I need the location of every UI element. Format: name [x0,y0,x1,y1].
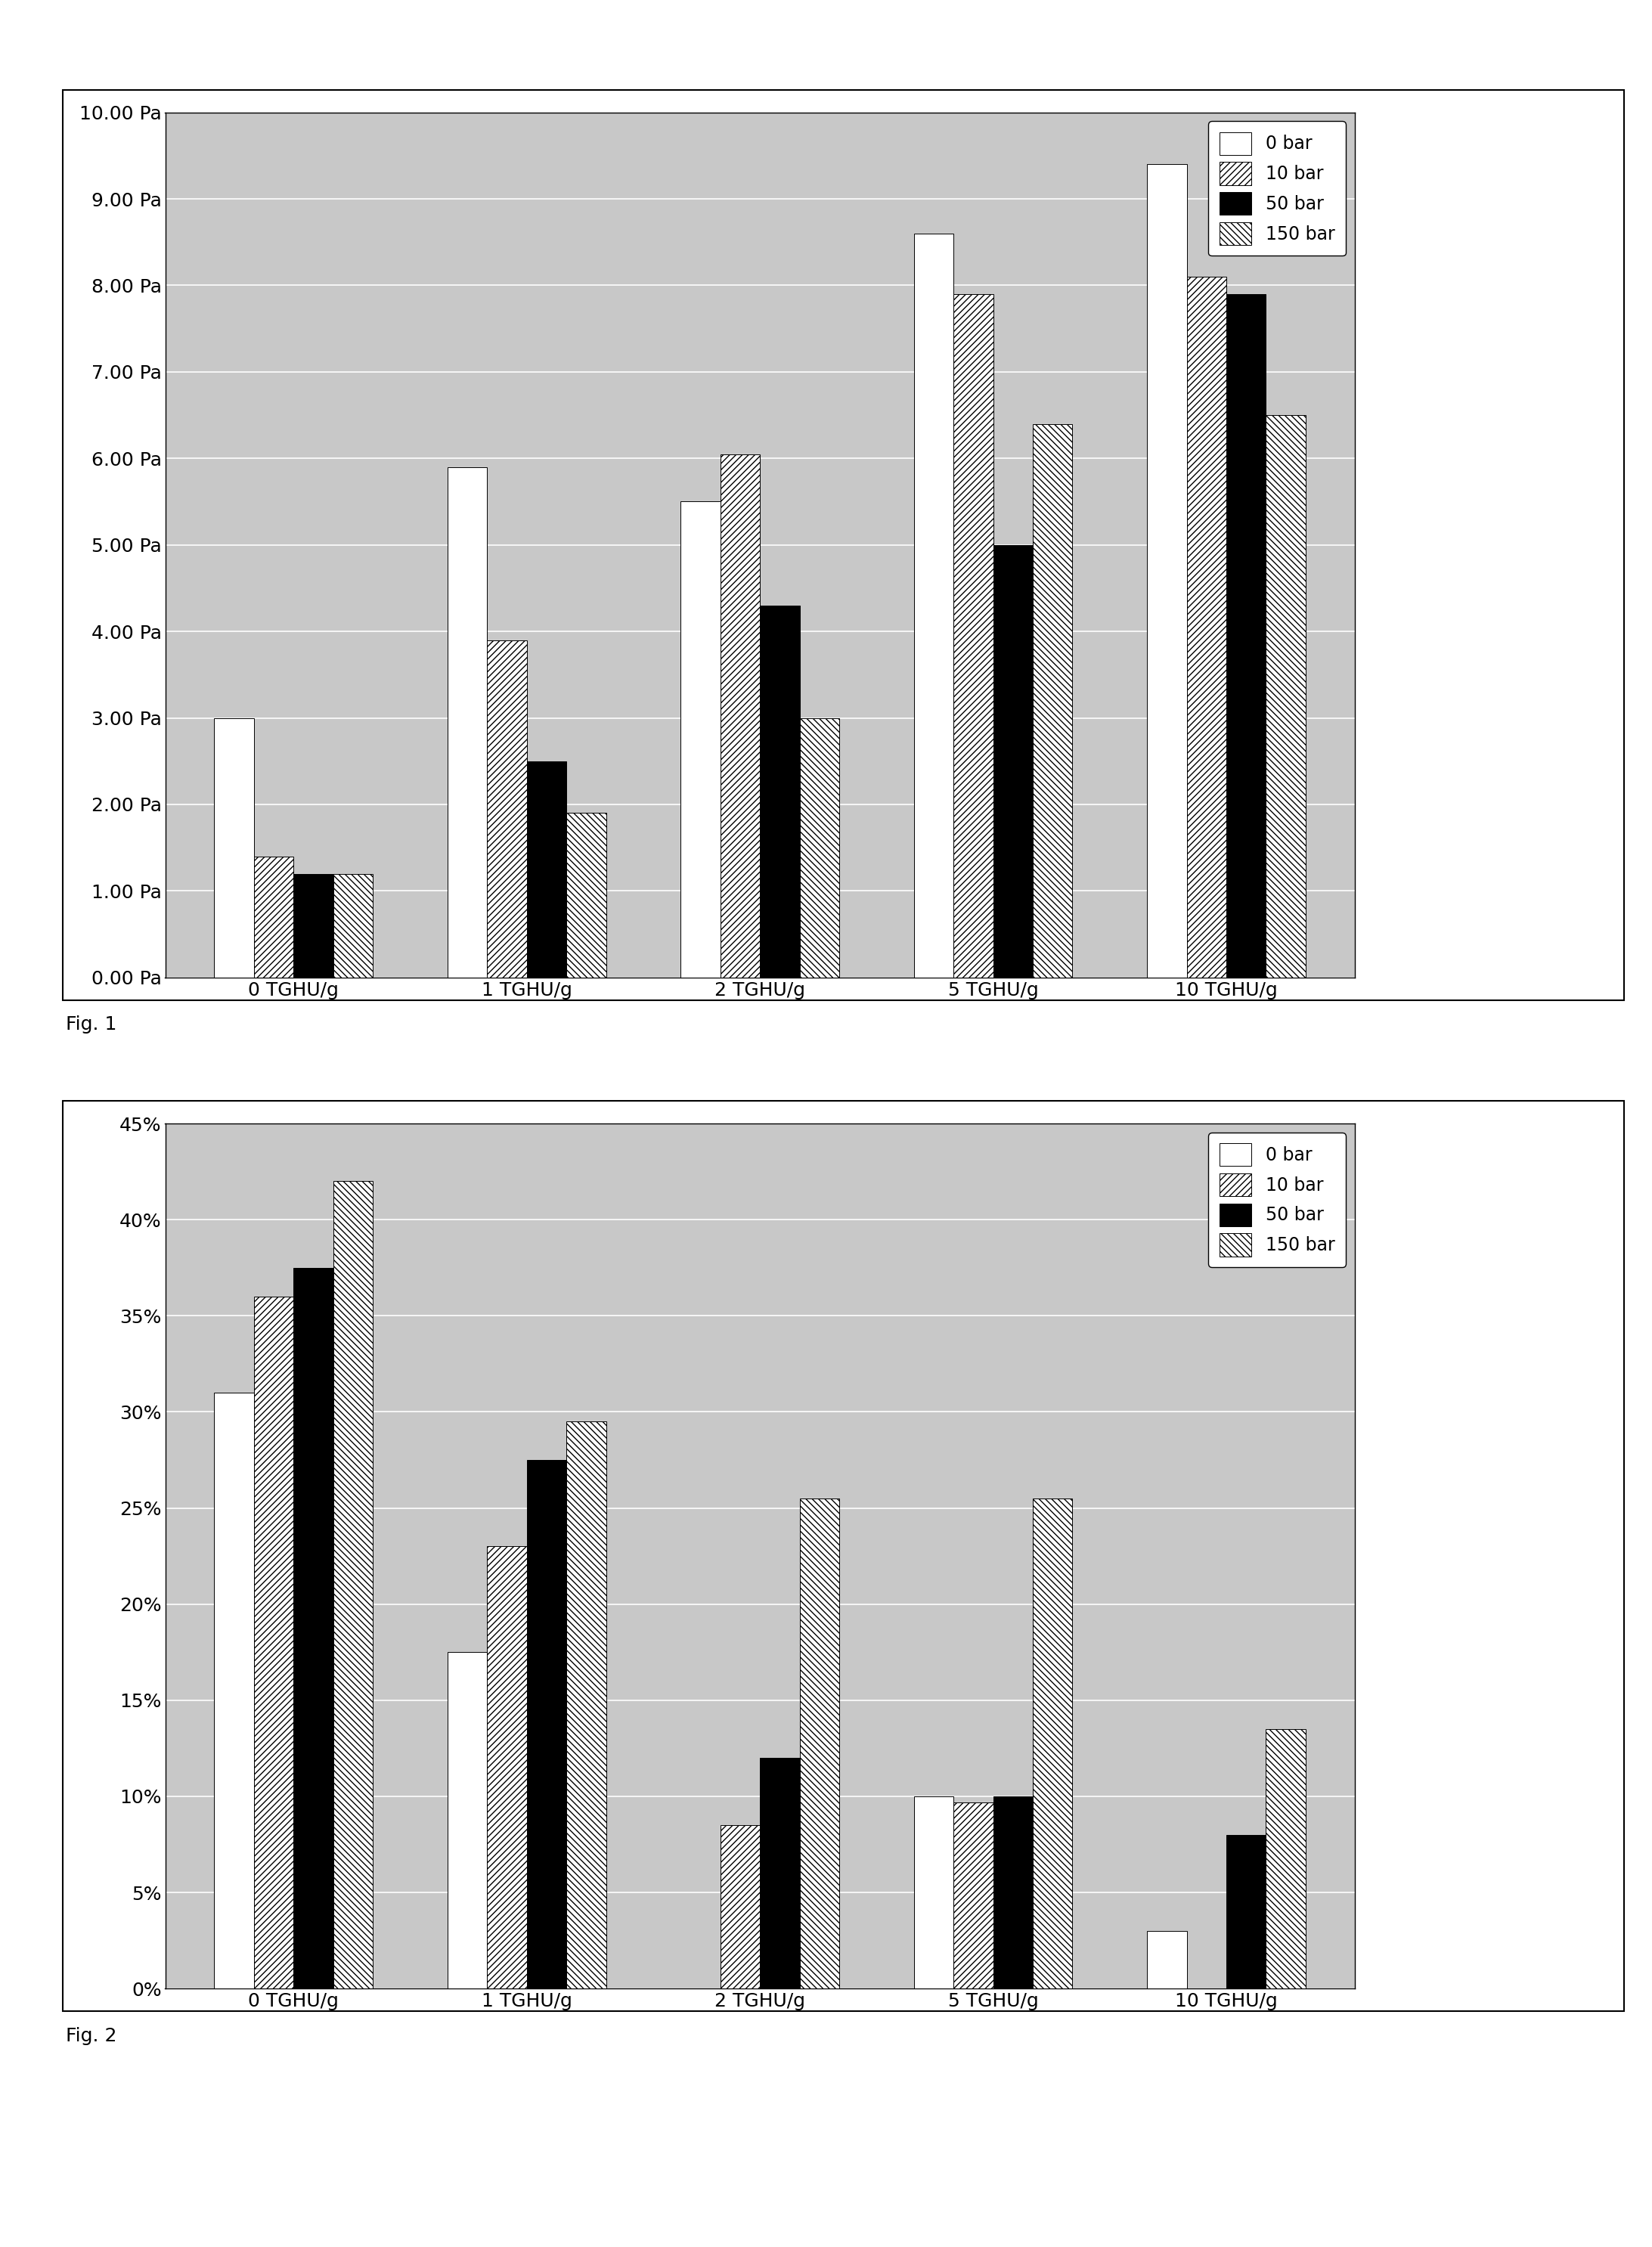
Bar [1146,164,1186,977]
Bar [1032,425,1072,977]
Bar [567,1422,606,1989]
Bar [1146,1930,1186,1989]
Bar [1265,416,1305,977]
Bar [800,719,839,977]
Bar [254,856,294,977]
Bar [527,762,567,977]
Bar [760,1757,800,1989]
Bar [993,1795,1032,1989]
Bar [448,467,487,977]
Bar [254,1297,294,1989]
Bar [993,546,1032,977]
Bar [294,1267,334,1989]
Legend: 0 bar, 10 bar, 50 bar, 150 bar: 0 bar, 10 bar, 50 bar, 150 bar [1209,121,1346,256]
Bar [1032,1499,1072,1989]
Bar [215,1393,254,1989]
Bar [215,719,254,977]
Bar [1226,294,1265,977]
Bar [760,604,800,977]
Bar [487,640,527,977]
Bar [953,294,993,977]
Text: Fig. 1: Fig. 1 [66,1016,117,1034]
Bar [720,1825,760,1989]
Legend: 0 bar, 10 bar, 50 bar, 150 bar: 0 bar, 10 bar, 50 bar, 150 bar [1209,1132,1346,1267]
Bar [800,1499,839,1989]
Bar [334,874,373,977]
Bar [294,874,334,977]
Bar [914,1795,953,1989]
Bar [487,1546,527,1989]
Bar [1265,1730,1305,1989]
Bar [953,1802,993,1989]
Bar [527,1461,567,1989]
Bar [720,454,760,977]
Bar [914,234,953,977]
Bar [681,501,720,977]
Text: Fig. 2: Fig. 2 [66,2027,117,2045]
Bar [1226,1836,1265,1989]
Bar [567,813,606,977]
Bar [448,1652,487,1989]
Bar [1186,276,1226,977]
Bar [334,1182,373,1989]
